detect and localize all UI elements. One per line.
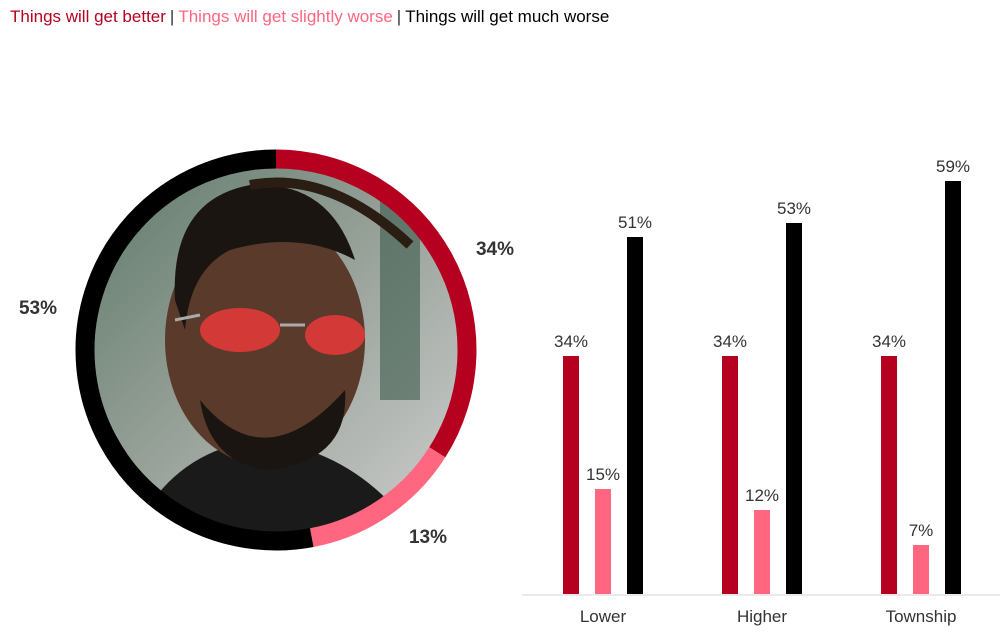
bar xyxy=(913,545,929,594)
bar-chart: 34% 15% 51% Lower 34% 12% 53% Higher 34% 7% 59% Tow… xyxy=(522,157,1000,626)
bar xyxy=(881,356,897,594)
donut-slice xyxy=(275,149,477,458)
bar-value-label: 34% xyxy=(872,332,906,351)
donut-chart: 34% 13% 53% xyxy=(19,149,514,551)
legend-much-worse: Things will get much worse xyxy=(405,7,610,26)
donut-label: 13% xyxy=(409,527,447,548)
donut-slice xyxy=(75,149,314,551)
bar xyxy=(754,510,770,594)
donut-slice xyxy=(309,447,446,547)
donut-label: 53% xyxy=(19,298,57,319)
legend: Things will get better | Things will get s… xyxy=(10,7,609,27)
x-tick-label: Lower xyxy=(580,607,627,626)
legend-better: Things will get better xyxy=(10,7,166,26)
x-tick-label: Township xyxy=(886,607,957,626)
x-tick-label: Higher xyxy=(737,607,787,626)
bar-value-label: 59% xyxy=(936,157,970,176)
bar-value-label: 53% xyxy=(777,199,811,218)
bar xyxy=(595,489,611,594)
legend-slightly-worse: Things will get slightly worse xyxy=(178,7,393,26)
bar xyxy=(786,223,802,594)
bar-value-label: 15% xyxy=(586,465,620,484)
donut-label: 34% xyxy=(476,239,514,260)
bar-value-label: 34% xyxy=(554,332,588,351)
bar xyxy=(722,356,738,594)
portrait-photo xyxy=(94,168,458,532)
bar xyxy=(563,356,579,594)
legend-separator: | xyxy=(169,7,175,26)
legend-separator: | xyxy=(396,7,402,26)
bar-value-label: 12% xyxy=(745,486,779,505)
bar xyxy=(627,237,643,594)
bar xyxy=(945,181,961,594)
bar-value-label: 51% xyxy=(618,213,652,232)
bar-value-label: 34% xyxy=(713,332,747,351)
bar-value-label: 7% xyxy=(909,521,934,540)
